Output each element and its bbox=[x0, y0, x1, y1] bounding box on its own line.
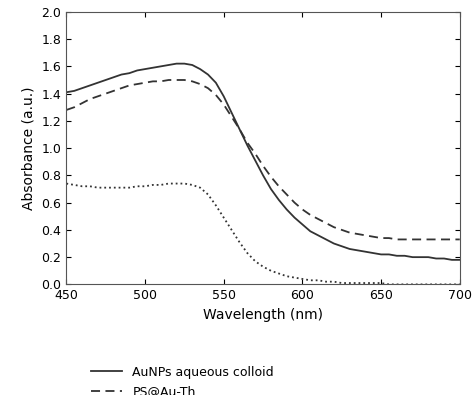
PS@Au-Th bbox=[197, 82, 203, 87]
PS@Au-PS bbox=[190, 182, 195, 187]
PS@Au-Th bbox=[150, 79, 156, 84]
AuNPs aqueous colloid bbox=[150, 65, 156, 70]
PS@Au-PS bbox=[347, 281, 353, 286]
Y-axis label: Absorbance (a.u.): Absorbance (a.u.) bbox=[22, 87, 36, 210]
X-axis label: Wavelength (nm): Wavelength (nm) bbox=[203, 308, 323, 322]
AuNPs aqueous colloid bbox=[64, 90, 69, 95]
PS@Au-Th bbox=[166, 77, 172, 83]
AuNPs aqueous colloid bbox=[457, 258, 463, 262]
PS@Au-Th bbox=[394, 237, 400, 242]
PS@Au-PS bbox=[150, 182, 156, 187]
Line: AuNPs aqueous colloid: AuNPs aqueous colloid bbox=[66, 64, 460, 260]
Line: PS@Au-Th: PS@Au-Th bbox=[66, 80, 460, 239]
PS@Au-Th bbox=[449, 237, 455, 242]
PS@Au-PS bbox=[182, 181, 187, 186]
PS@Au-Th bbox=[190, 79, 195, 84]
PS@Au-PS bbox=[64, 181, 69, 186]
AuNPs aqueous colloid bbox=[173, 61, 179, 66]
PS@Au-PS bbox=[449, 282, 455, 287]
AuNPs aqueous colloid bbox=[197, 67, 203, 71]
AuNPs aqueous colloid bbox=[331, 241, 337, 246]
Legend: AuNPs aqueous colloid, PS@Au-Th, PS@Au-PS: AuNPs aqueous colloid, PS@Au-Th, PS@Au-P… bbox=[86, 361, 279, 395]
PS@Au-PS bbox=[457, 282, 463, 287]
AuNPs aqueous colloid bbox=[441, 256, 447, 261]
AuNPs aqueous colloid bbox=[449, 258, 455, 262]
AuNPs aqueous colloid bbox=[190, 63, 195, 68]
PS@Au-Th bbox=[355, 231, 360, 236]
Line: PS@Au-PS: PS@Au-PS bbox=[66, 184, 460, 284]
PS@Au-PS bbox=[323, 279, 329, 284]
AuNPs aqueous colloid bbox=[355, 248, 360, 253]
PS@Au-Th bbox=[64, 107, 69, 112]
PS@Au-Th bbox=[457, 237, 463, 242]
PS@Au-Th bbox=[331, 225, 337, 229]
PS@Au-PS bbox=[386, 282, 392, 287]
